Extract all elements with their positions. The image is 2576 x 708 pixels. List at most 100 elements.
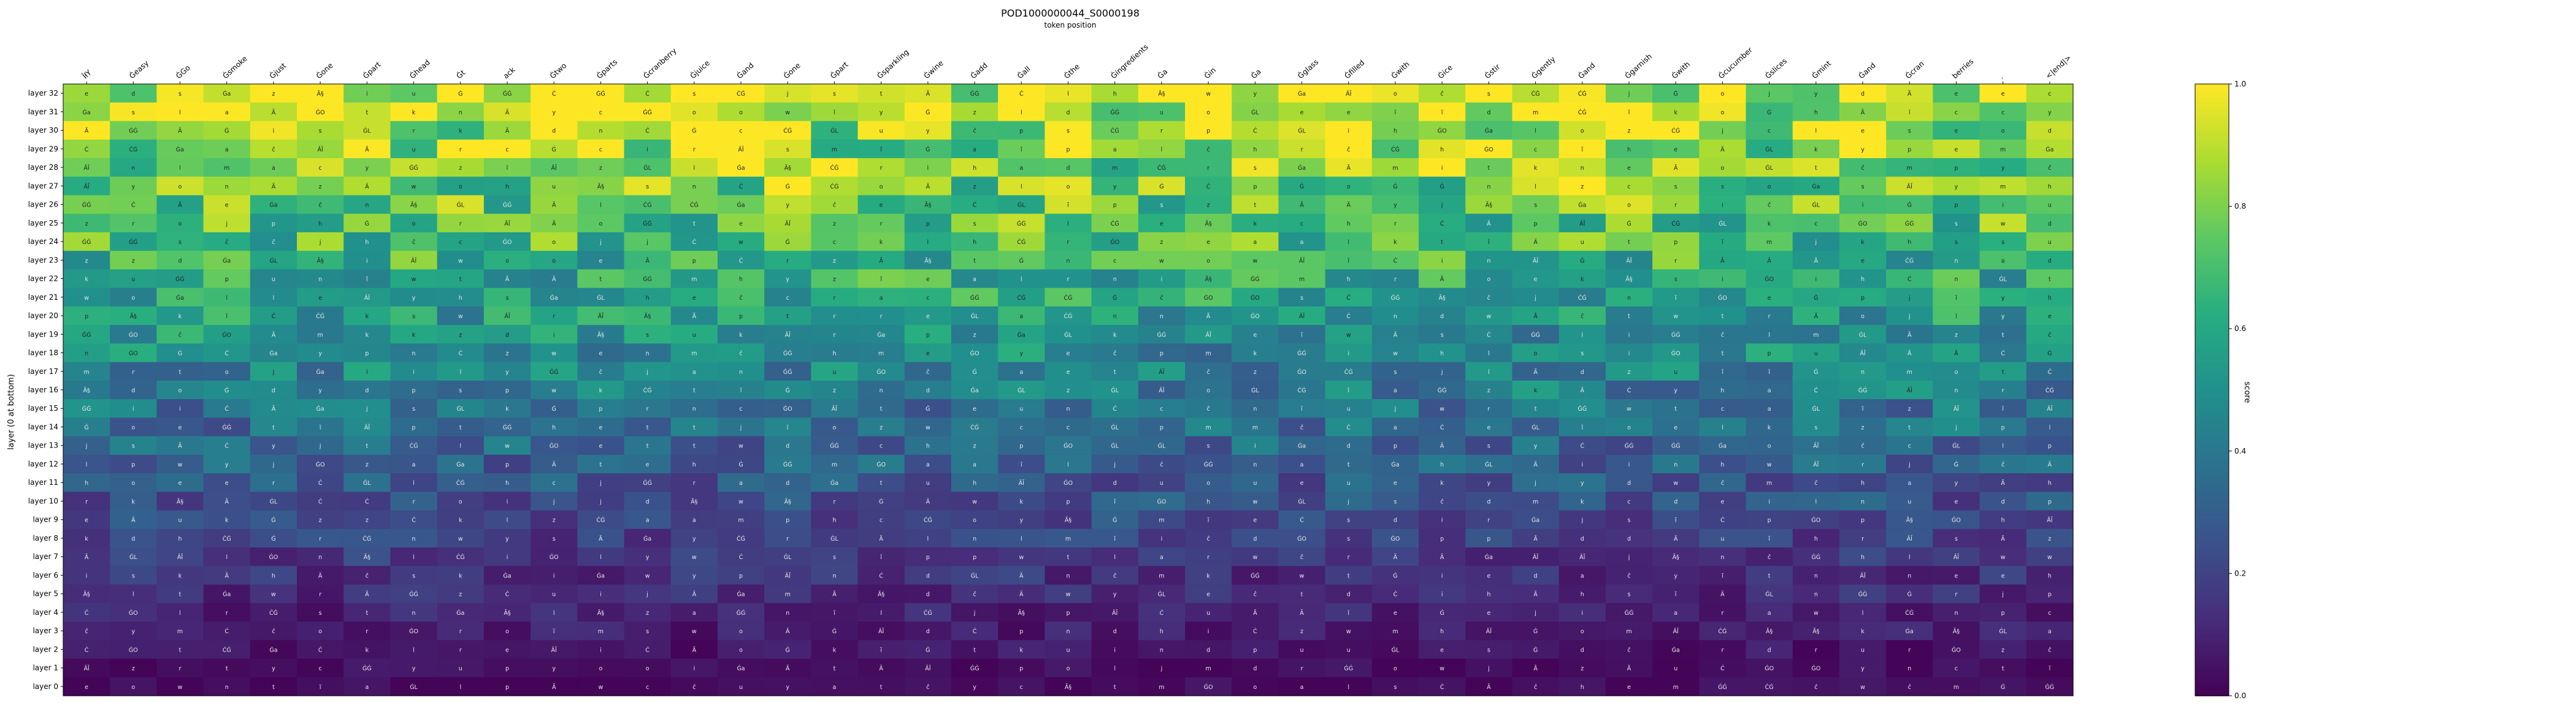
cell-label: r <box>319 592 321 598</box>
cell-label: ĩ <box>880 647 882 653</box>
heatmap-cell <box>390 177 438 196</box>
heatmap-cell <box>1933 102 1980 122</box>
heatmap-cell <box>670 306 718 325</box>
heatmap-cell <box>857 213 905 233</box>
cell-label: n <box>1113 276 1117 283</box>
cell-label: s <box>1160 202 1163 209</box>
cell-label: ĩ <box>366 276 368 283</box>
cell-label: r <box>459 221 462 227</box>
cell-label: ĠO <box>1484 147 1493 153</box>
cell-label: y <box>926 128 930 135</box>
cell-label: ĩ <box>2049 666 2051 672</box>
heatmap-cell <box>1465 102 1513 122</box>
cell-label: l <box>1955 313 1957 320</box>
heatmap-cell <box>811 102 859 122</box>
cell-label: n <box>1907 666 1911 672</box>
cell-label: l <box>226 295 228 302</box>
cell-label: m <box>1813 332 1819 338</box>
heatmap-cell <box>2026 158 2074 177</box>
cell-label: ĊĠ <box>316 313 324 320</box>
heatmap-cell <box>1232 195 1279 215</box>
cell-label: j <box>1534 295 1536 302</box>
cell-label: Ġ <box>1674 91 1678 97</box>
cell-label: o <box>1861 313 1865 320</box>
heatmap-cell <box>343 121 391 140</box>
cell-label: ĉ <box>1814 480 1817 487</box>
heatmap-cell <box>531 139 578 159</box>
heatmap-cell <box>1091 251 1139 270</box>
cell-label: ĠL <box>643 165 651 172</box>
x-tick-label: ÎłY <box>80 67 93 81</box>
cell-label: r <box>880 221 883 227</box>
cell-label: ĩ <box>2001 406 2004 413</box>
colorbar-segment <box>2195 200 2229 204</box>
cell-label: z <box>1300 628 1303 635</box>
cell-label: ÂĬ <box>878 628 884 635</box>
cell-label: k <box>225 517 229 524</box>
colorbar-segment <box>2195 503 2229 507</box>
cell-label: ĉ <box>1627 647 1630 653</box>
cell-label: Ġa <box>550 295 558 302</box>
heatmap-cell <box>2026 84 2074 103</box>
cell-label: w <box>1019 554 1024 561</box>
colorbar-segment <box>2195 506 2229 510</box>
cell-label: d <box>786 480 789 487</box>
heatmap-cell <box>1792 121 1840 140</box>
cell-label: t <box>1628 239 1630 246</box>
cell-label: ĉ <box>1441 498 1444 505</box>
cell-label: h <box>832 517 836 524</box>
cell-label: k <box>505 406 509 413</box>
heatmap-cell <box>156 84 204 103</box>
heatmap-cell <box>577 84 625 103</box>
cell-label: d <box>1534 573 1538 579</box>
cell-label: Ċ <box>458 351 462 357</box>
cell-label: p <box>739 313 743 320</box>
cell-label: Ã <box>786 666 790 672</box>
heatmap-cell <box>483 195 531 215</box>
cell-label: r <box>834 498 836 505</box>
cell-label: e <box>1300 109 1304 116</box>
heatmap-cell <box>670 102 718 122</box>
heatmap-cell <box>1558 121 1606 140</box>
cell-label: e <box>599 257 602 264</box>
cell-label: ĉ <box>1207 406 1210 413</box>
heatmap-cell <box>1652 195 1700 215</box>
heatmap-cell <box>1839 251 1887 270</box>
heatmap-cell <box>1886 139 1933 159</box>
cell-label: ĠL <box>971 573 979 579</box>
cell-label: Ã§ <box>1953 628 1960 635</box>
cell-label: ĉ <box>692 684 696 691</box>
cell-label: p <box>505 387 509 394</box>
heatmap-cell <box>1185 195 1232 215</box>
cell-label: Ċ <box>1440 684 1444 691</box>
cell-label: t <box>1254 202 1256 209</box>
colorbar-segment <box>2195 375 2229 378</box>
heatmap-cell <box>811 139 859 159</box>
cell-label: a <box>880 295 883 302</box>
cell-label: w <box>178 462 183 468</box>
cell-label: z <box>833 257 836 264</box>
colorbar-segment <box>2195 381 2229 384</box>
colorbar-segment <box>2195 129 2229 134</box>
colorbar-segment <box>2195 105 2229 109</box>
cell-label: h <box>2048 480 2052 487</box>
cell-label: e <box>1393 480 1397 487</box>
cell-label: ĊĠ <box>643 387 652 394</box>
cell-label: Ċ <box>505 592 510 598</box>
heatmap-cell <box>2026 121 2074 140</box>
cell-label: ĩ <box>880 554 882 561</box>
cell-label: k <box>366 313 369 320</box>
heatmap-cell <box>577 195 625 215</box>
cell-label: p <box>1019 128 1023 135</box>
cell-label: Ċ <box>1393 257 1398 264</box>
y-tick-label: layer 5 <box>33 590 58 598</box>
cell-label: h <box>1861 554 1865 561</box>
colorbar-segment <box>2195 178 2229 183</box>
colorbar: 0.00.20.40.60.81.0 <box>2195 80 2246 700</box>
cell-label: ĠO <box>129 647 138 653</box>
heatmap-cell <box>63 287 110 307</box>
cell-label: n <box>412 610 416 617</box>
cell-label: l <box>507 517 508 524</box>
cell-label: m <box>1392 165 1398 172</box>
cell-label: a <box>973 147 976 153</box>
